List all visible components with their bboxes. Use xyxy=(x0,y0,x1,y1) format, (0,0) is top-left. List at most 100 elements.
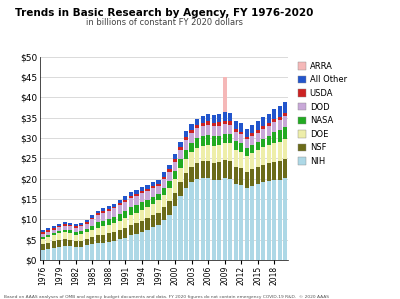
Bar xyxy=(90,219,94,225)
Bar xyxy=(261,147,265,165)
Bar xyxy=(222,112,227,121)
Bar xyxy=(184,137,188,140)
Bar xyxy=(195,128,199,138)
Bar xyxy=(256,150,260,167)
Bar xyxy=(96,210,100,213)
Bar xyxy=(96,228,100,235)
Bar xyxy=(206,114,210,121)
Bar xyxy=(90,225,94,230)
Bar xyxy=(85,224,89,229)
Bar xyxy=(217,162,221,180)
Bar xyxy=(184,140,188,150)
Bar xyxy=(250,153,254,170)
Bar xyxy=(206,135,210,145)
Bar xyxy=(112,216,116,223)
Bar xyxy=(195,179,199,260)
Bar xyxy=(195,148,199,163)
Bar xyxy=(178,142,183,147)
Bar xyxy=(250,145,254,153)
Bar xyxy=(206,178,210,260)
Bar xyxy=(250,186,254,260)
Bar xyxy=(168,181,172,188)
Bar xyxy=(228,144,232,161)
Bar xyxy=(206,161,210,178)
Bar xyxy=(250,136,254,145)
Bar xyxy=(134,194,138,196)
Bar xyxy=(57,247,61,260)
Bar xyxy=(267,123,271,126)
Bar xyxy=(162,220,166,260)
Bar xyxy=(101,208,106,211)
Bar xyxy=(234,132,238,141)
Bar xyxy=(200,161,205,178)
Bar xyxy=(79,247,84,260)
Bar xyxy=(190,133,194,143)
Bar xyxy=(140,187,144,191)
Bar xyxy=(90,215,94,218)
Bar xyxy=(118,203,122,205)
Bar xyxy=(278,130,282,142)
Bar xyxy=(52,248,56,260)
Bar xyxy=(107,219,111,225)
Bar xyxy=(79,223,84,225)
Bar xyxy=(140,232,144,260)
Bar xyxy=(217,114,221,122)
Bar xyxy=(41,234,45,237)
Bar xyxy=(234,129,238,132)
Bar xyxy=(63,222,67,224)
Bar xyxy=(151,204,155,215)
Bar xyxy=(112,204,116,207)
Bar xyxy=(107,242,111,260)
Bar xyxy=(74,226,78,228)
Bar xyxy=(278,142,282,161)
Bar xyxy=(112,207,116,208)
Bar xyxy=(212,136,216,146)
Bar xyxy=(156,213,160,225)
Text: Based on AAAS analyses of OMB and agency budget documents and data. FY 2020 figu: Based on AAAS analyses of OMB and agency… xyxy=(4,295,329,298)
Bar xyxy=(250,170,254,186)
Bar xyxy=(112,223,116,232)
Bar xyxy=(234,121,238,129)
Bar xyxy=(245,172,249,188)
Bar xyxy=(140,191,144,193)
Bar xyxy=(206,145,210,161)
Bar xyxy=(123,196,128,200)
Bar xyxy=(123,200,128,202)
Bar xyxy=(283,139,287,159)
Bar xyxy=(178,159,183,168)
Bar xyxy=(41,250,45,260)
Bar xyxy=(228,112,232,121)
Bar xyxy=(74,228,78,232)
Bar xyxy=(107,210,111,219)
Bar xyxy=(146,191,150,199)
Bar xyxy=(212,146,216,163)
Bar xyxy=(200,126,205,136)
Bar xyxy=(79,231,84,234)
Bar xyxy=(245,155,249,172)
Bar xyxy=(74,234,78,241)
Bar xyxy=(261,118,265,126)
Bar xyxy=(239,135,243,144)
Bar xyxy=(200,116,205,123)
Bar xyxy=(57,240,61,247)
Bar xyxy=(212,115,216,123)
Bar xyxy=(101,221,106,226)
Bar xyxy=(74,241,78,247)
Bar xyxy=(41,231,45,233)
Bar xyxy=(156,225,160,260)
Bar xyxy=(79,226,84,231)
Bar xyxy=(178,150,183,159)
Bar xyxy=(85,220,89,222)
Bar xyxy=(123,202,128,211)
Bar xyxy=(85,245,89,260)
Bar xyxy=(52,241,56,248)
Bar xyxy=(156,184,160,186)
Bar xyxy=(267,145,271,163)
Bar xyxy=(222,178,227,260)
Bar xyxy=(256,130,260,133)
Bar xyxy=(173,159,177,162)
Bar xyxy=(63,230,67,232)
Bar xyxy=(256,184,260,260)
Bar xyxy=(256,133,260,142)
Bar xyxy=(168,201,172,215)
